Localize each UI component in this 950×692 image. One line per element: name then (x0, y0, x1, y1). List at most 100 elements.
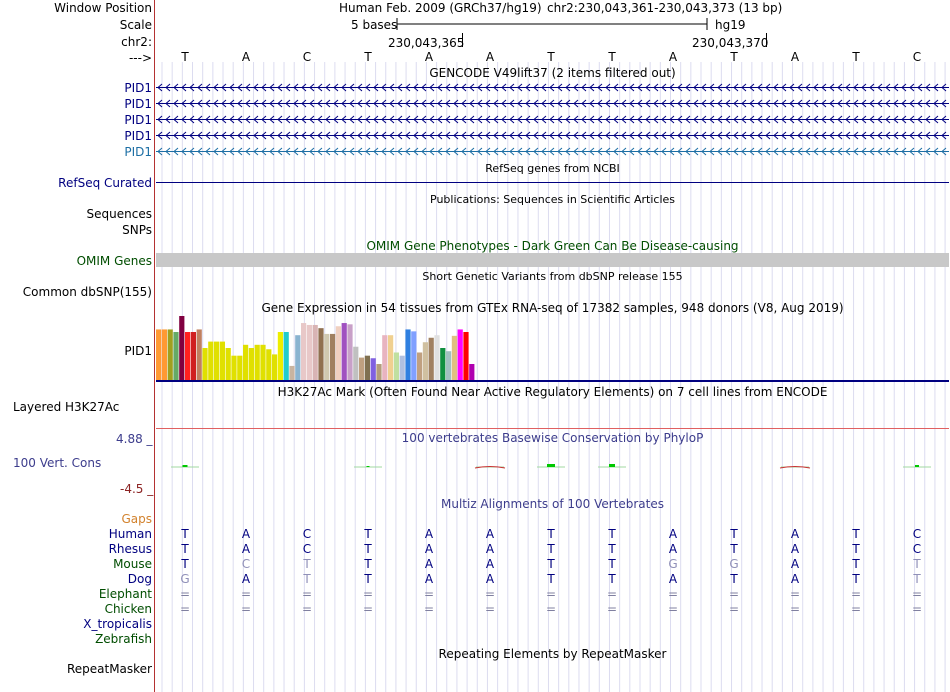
gtex-track-label[interactable]: PID1 (124, 344, 152, 358)
gtex-tissue-bar[interactable] (469, 364, 475, 380)
gtex-tissue-bar[interactable] (382, 335, 388, 380)
gtex-tissue-bar[interactable] (376, 364, 382, 380)
gtex-tissue-bar[interactable] (457, 329, 463, 380)
publications-track-title[interactable]: Publications: Sequences in Scientific Ar… (430, 193, 675, 206)
gtex-tissue-bar[interactable] (272, 354, 278, 380)
gtex-tissue-bar[interactable] (446, 351, 452, 380)
gencode-transcript-line[interactable] (156, 83, 949, 92)
gtex-tissue-bar[interactable] (353, 346, 359, 380)
multiz-track-title[interactable]: Multiz Alignments of 100 Vertebrates (440, 497, 665, 511)
gtex-tissue-bar[interactable] (237, 355, 243, 380)
gtex-tissue-bar[interactable] (248, 348, 254, 380)
gtex-tissue-bar[interactable] (156, 329, 162, 380)
species-label-dog[interactable]: Dog (127, 572, 152, 586)
conservation-negative-score[interactable] (779, 466, 811, 469)
gtex-tissue-bar[interactable] (417, 352, 423, 380)
conservation-track-label[interactable]: 100 Vert. Cons (13, 456, 102, 470)
gtex-tissue-bar[interactable] (161, 329, 167, 380)
publications-snps-label[interactable]: SNPs (122, 223, 152, 237)
gtex-tissue-bar[interactable] (370, 358, 376, 380)
gencode-item-label[interactable]: PID1 (124, 97, 152, 111)
conservation-score[interactable] (182, 465, 188, 467)
gtex-tissue-bar[interactable] (347, 324, 353, 380)
gtex-tissue-bar[interactable] (185, 332, 191, 380)
gtex-tissue-bar[interactable] (330, 333, 336, 380)
h3k27ac-track-title[interactable]: H3K27Ac Mark (Often Found Near Active Re… (277, 385, 828, 399)
gtex-tissue-bar[interactable] (341, 323, 347, 380)
gtex-tissue-bar[interactable] (167, 329, 173, 380)
h3k27ac-track-label[interactable]: Layered H3K27Ac (13, 400, 120, 414)
gtex-tissue-bar[interactable] (208, 341, 214, 380)
species-label-x-tropicalis[interactable]: X_tropicalis (83, 617, 152, 631)
gtex-tissue-bar[interactable] (428, 337, 434, 380)
gtex-tissue-bar[interactable] (231, 355, 237, 380)
conservation-score[interactable] (609, 464, 615, 467)
gtex-tissue-bar[interactable] (243, 344, 249, 380)
refseq-track-title[interactable]: RefSeq genes from NCBI (485, 162, 620, 175)
gtex-tissue-bar[interactable] (393, 352, 399, 380)
gtex-tissue-bar[interactable] (399, 355, 405, 380)
species-label-chicken[interactable]: Chicken (104, 602, 152, 616)
omim-track-title[interactable]: OMIM Gene Phenotypes - Dark Green Can Be… (366, 239, 739, 253)
gencode-transcript-line[interactable] (156, 115, 949, 124)
gtex-tissue-bar[interactable] (440, 348, 446, 380)
gencode-item-label[interactable]: PID1 (124, 129, 152, 143)
gencode-track-title[interactable]: GENCODE V49lift37 (2 items filtered out) (429, 66, 676, 80)
conservation-wiggle[interactable] (156, 455, 949, 480)
gtex-tissue-bar[interactable] (359, 357, 365, 380)
conservation-score[interactable] (366, 466, 370, 467)
gtex-tissue-bar[interactable] (306, 324, 312, 380)
conservation-score[interactable] (915, 465, 919, 467)
dbsnp-track-label[interactable]: Common dbSNP(155) (22, 285, 152, 299)
gtex-tissue-bar[interactable] (173, 332, 179, 380)
gtex-tissue-bar[interactable] (388, 335, 394, 380)
gtex-tissue-bar[interactable] (254, 344, 260, 380)
gtex-tissue-bar[interactable] (283, 332, 289, 380)
gencode-transcript-line[interactable] (156, 131, 949, 140)
gtex-tissue-bar[interactable] (451, 335, 457, 380)
species-label-rhesus[interactable]: Rhesus (108, 542, 152, 556)
gtex-tissue-bar[interactable] (312, 324, 318, 380)
gencode-item-label[interactable]: PID1 (124, 81, 152, 95)
gtex-tissue-bar[interactable] (301, 323, 307, 380)
refseq-track-label[interactable]: RefSeq Curated (58, 176, 152, 190)
gtex-tissue-bar[interactable] (219, 341, 225, 380)
gencode-item-label[interactable]: PID1 (124, 145, 152, 159)
gtex-tissue-bar[interactable] (260, 344, 266, 380)
gencode-transcript-line[interactable] (156, 99, 949, 108)
gtex-tissue-bar[interactable] (422, 342, 428, 380)
dbsnp-track-title[interactable]: Short Genetic Variants from dbSNP releas… (422, 270, 683, 283)
species-label-human[interactable]: Human (108, 527, 152, 541)
gtex-tissue-bar[interactable] (266, 349, 272, 380)
omim-track-label[interactable]: OMIM Genes (76, 254, 152, 268)
species-label-mouse[interactable]: Mouse (113, 557, 152, 571)
conservation-score[interactable] (547, 464, 555, 467)
gtex-tissue-bar[interactable] (335, 326, 341, 380)
gtex-tissue-bar[interactable] (289, 365, 295, 380)
gtex-track-title[interactable]: Gene Expression in 54 tissues from GTEx … (261, 301, 844, 315)
gtex-tissue-bar[interactable] (179, 316, 185, 380)
gtex-tissue-bar[interactable] (411, 331, 417, 380)
repeatmasker-track-title[interactable]: Repeating Elements by RepeatMasker (438, 647, 667, 661)
gtex-tissue-bar[interactable] (295, 335, 301, 380)
gtex-tissue-bar[interactable] (190, 332, 196, 380)
refseq-gene-line[interactable] (156, 182, 949, 183)
gencode-item-label[interactable]: PID1 (124, 113, 152, 127)
omim-gene-bar[interactable] (156, 253, 949, 267)
gtex-tissue-bar[interactable] (202, 348, 208, 380)
gtex-tissue-bar[interactable] (214, 341, 220, 380)
gtex-tissue-bar[interactable] (196, 329, 202, 380)
gtex-tissue-bar[interactable] (434, 335, 440, 380)
gtex-tissue-bar[interactable] (225, 348, 231, 380)
gtex-tissue-bar[interactable] (324, 333, 330, 380)
publications-sequences-label[interactable]: Sequences (86, 207, 152, 221)
gtex-bar-chart[interactable] (156, 314, 536, 380)
gtex-tissue-bar[interactable] (463, 332, 469, 380)
repeatmasker-track-label[interactable]: RepeatMasker (66, 662, 152, 676)
gtex-tissue-bar[interactable] (318, 328, 324, 380)
gtex-tissue-bar[interactable] (405, 329, 411, 380)
species-label-zebrafish[interactable]: Zebrafish (95, 632, 152, 646)
gtex-tissue-bar[interactable] (364, 355, 370, 380)
conservation-track-title[interactable]: 100 vertebrates Basewise Conservation by… (401, 431, 704, 445)
gencode-transcript-line[interactable] (156, 147, 949, 156)
